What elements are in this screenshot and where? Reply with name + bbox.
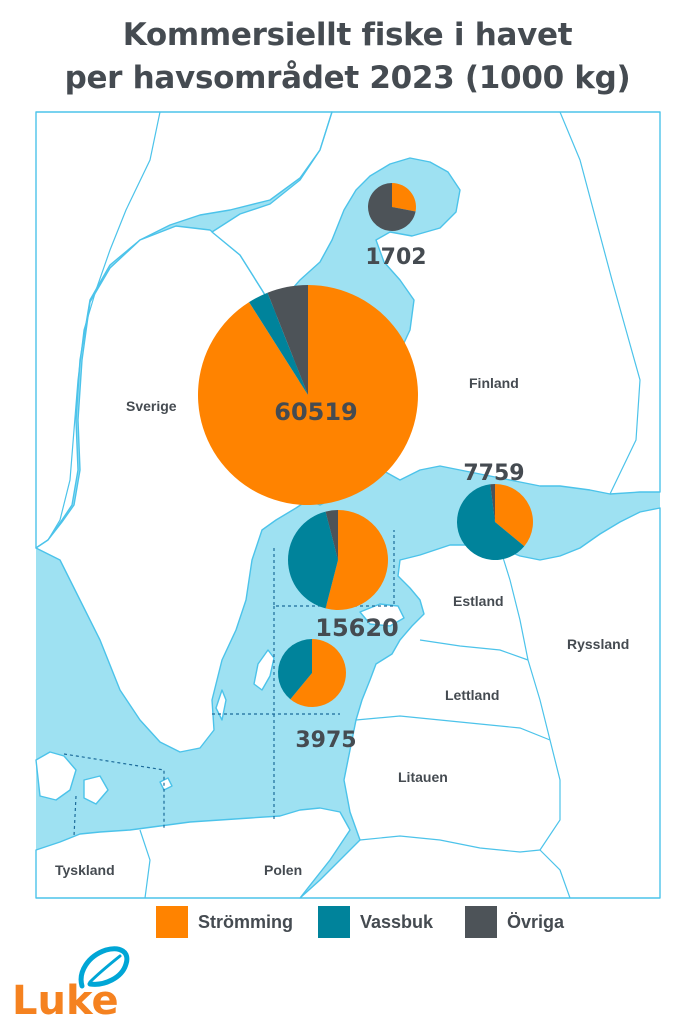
border-sweden-norway [47,111,161,541]
label-sverige: Sverige [126,398,177,414]
logo-text: Luke [12,978,119,1022]
pie-central-baltic-slice-0 [325,510,389,610]
pie-southern-baltic-slice-1 [277,639,312,700]
land-poland [35,807,351,899]
chart-title-line2: per havsområdet 2023 (1000 kg) [64,60,631,96]
country-borders [47,111,641,899]
border-estonia-russia [499,547,529,661]
pie-southern-baltic-slice-0 [290,639,346,707]
pie-gulf-of-finland-slice-2 [490,484,495,522]
label-litauen: Litauen [398,769,448,785]
legend-swatch-ovriga [465,906,497,938]
legend-label-stromming: Strömming [198,911,294,932]
pie-bothnian-bay-total-label: 1702 [365,245,426,270]
land-saaremaa [359,603,405,627]
land-denmark [35,751,77,801]
border-poland-germany [139,829,151,899]
pie-southern-baltic-total-label: 3975 [295,728,356,753]
land-bornholm [159,777,173,791]
label-finland: Finland [469,375,519,391]
land-zealand [83,775,109,805]
pie-central-baltic-total-label: 15620 [315,614,399,642]
pie-gulf-of-finland-slice-1 [456,484,525,561]
legend-swatch-vassbuk [318,906,350,938]
pie-gulf-of-finland-slice-0 [495,484,533,547]
pie-bothnian-sea-slice-2 [267,285,308,395]
border-sweden-finland [559,111,641,495]
country-labels: Sverige Finland Estland Ryssland Lettlan… [55,375,629,878]
border-latvia-russia [527,659,551,741]
subdivision-lines [63,530,395,837]
legend-item-stromming: Strömming [156,906,293,938]
label-polen: Polen [264,862,302,878]
label-tyskland: Tyskland [55,862,115,878]
border-latvia-lithuania [355,715,551,741]
border-poland-belarus [539,849,571,899]
legend-item-ovriga: Övriga [465,906,564,938]
chart-title-line1: Kommersiellt fiske i havet [122,17,573,53]
land-gotland [253,649,275,691]
leaf-icon [78,946,130,989]
legend-item-vassbuk: Vassbuk [318,906,433,938]
legend-label-vassbuk: Vassbuk [360,911,434,932]
border-estonia-latvia [419,639,529,661]
label-lettland: Lettland [445,687,499,703]
pie-bothnian-bay-slice-2 [367,183,416,231]
legend-swatch-stromming [156,906,188,938]
land-estonia-russia [299,507,661,899]
pie-bothnian-sea-slice-0 [197,285,418,506]
pie-bothnian-bay-slice-0 [392,183,416,212]
pie-gulf-of-finland-total-label: 7759 [463,461,524,486]
pie-central-baltic-slice-1 [288,511,338,609]
pie-charts: 1702 60519 15620 7759 3975 [197,183,533,753]
pie-central-baltic-slice-2 [325,510,338,560]
border-lithuania-belarus [539,739,561,851]
label-estland: Estland [453,593,504,609]
pie-bothnian-sea-slice-1 [249,292,308,395]
border-lithuania-poland [359,835,541,853]
land-oland [215,689,227,721]
luke-logo: Luke [12,946,130,1022]
legend-label-ovriga: Övriga [507,911,565,932]
pie-bothnian-sea-total-label: 60519 [274,398,358,426]
chart-title: Kommersiellt fiske i havet per havsområd… [0,14,695,100]
label-ryssland: Ryssland [567,636,629,652]
